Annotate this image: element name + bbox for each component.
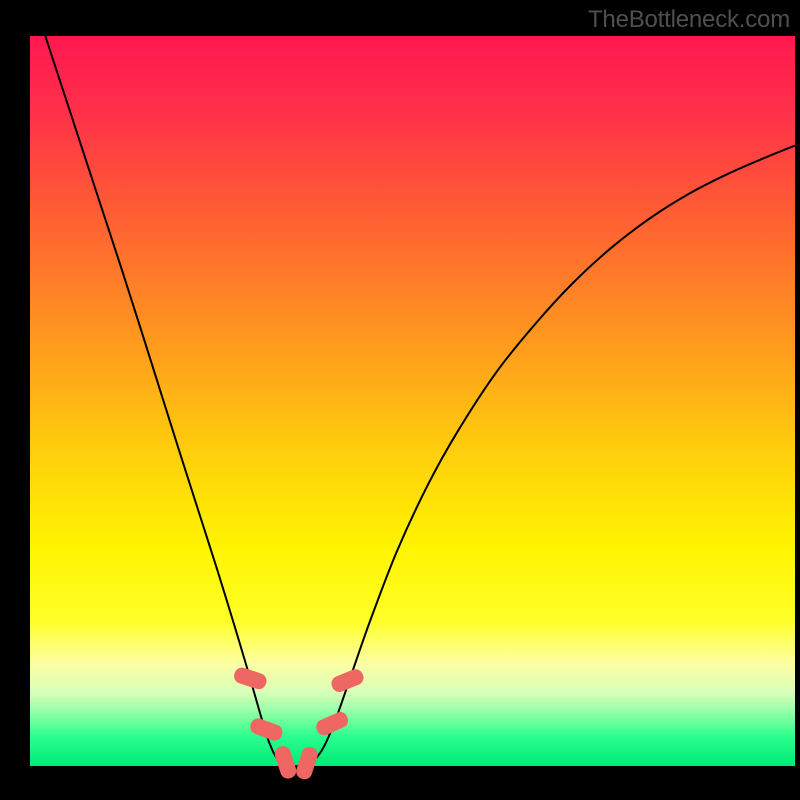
chart-container: TheBottleneck.com xyxy=(0,0,800,800)
watermark-text: TheBottleneck.com xyxy=(588,6,790,34)
bottleneck-chart-svg xyxy=(0,0,800,800)
plot-background xyxy=(30,36,795,766)
